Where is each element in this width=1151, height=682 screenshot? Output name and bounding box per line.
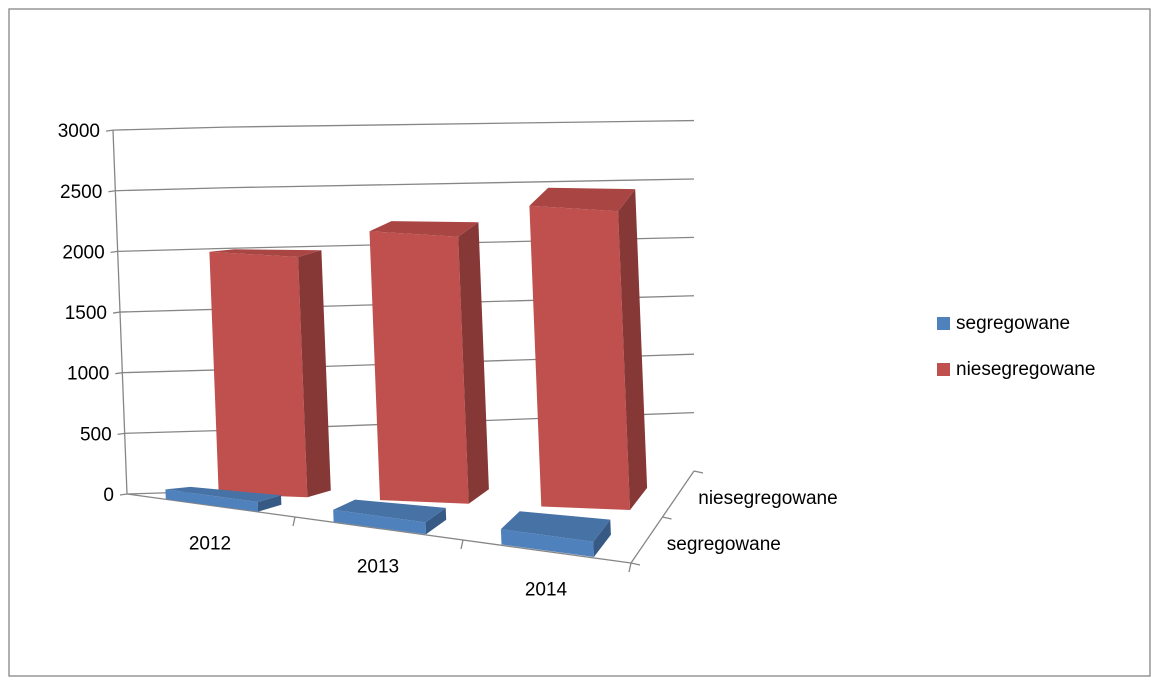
bar-front-face [333,509,426,535]
bar-side-face [298,250,331,498]
y-tick-label: 1500 [65,303,107,324]
bar-niesegregowane-2014 [529,187,648,510]
legend-item: niesegregowane [937,359,1095,380]
y-tick-mark [105,129,114,132]
bar-top-face [529,187,636,212]
y-tick-label: 2500 [60,182,102,203]
y-tick-label: 500 [80,424,112,445]
back-gridline [225,119,695,128]
y-tick-mark [117,432,125,435]
x-category-label: 2013 [357,557,399,578]
bar-segregowane-2014 [500,511,611,557]
x-axis-line [126,493,632,564]
bar-niesegregowane-2012 [209,249,331,498]
y-tick-mark [112,311,121,314]
bar-segregowane-2013 [333,499,447,535]
x-tick-mark [460,539,464,550]
axes [105,129,704,573]
bar-side-face [458,222,489,504]
bar-front-face [165,489,259,512]
back-gridline [225,178,695,189]
bar-top-face [500,511,611,542]
legend: segregowane niesegregowane [937,313,1095,380]
legend-swatch [937,317,950,330]
side-gridline [117,247,227,253]
depth-label: niesegregowane [698,488,837,509]
bar-top-face [165,486,281,502]
bars [165,187,648,557]
bar-front-face [369,231,469,504]
y-tick-label: 0 [103,485,114,506]
bar-top-face [369,221,479,237]
y-tick-label: 2000 [62,242,104,263]
bar-front-face [209,251,308,498]
x-category-label: 2012 [189,534,231,555]
depth-tick-mark [662,516,672,520]
y-tick-label: 3000 [58,121,100,142]
side-gridline [115,187,227,192]
bar-top-face [209,249,322,257]
bar-front-face [500,529,594,557]
side-gridline [112,126,227,131]
bar-side-face [593,519,611,557]
x-tick-mark [628,562,632,573]
x-tick-mark [292,516,296,527]
y-tick-mark [115,372,123,375]
y-tick-mark [108,190,116,193]
legend-swatch [937,363,950,376]
x-category-label: 2014 [525,580,568,601]
bar-side-face [618,189,648,510]
bar-top-face [333,499,446,523]
depth-tick-mark [693,470,704,474]
bar-front-face [529,205,630,510]
depth-label: segregowane [667,534,781,555]
bar-side-face [257,495,282,512]
axis-labels: 0 500 1000 1500 2000 2500 3000 2012 2013 2014 nies… [58,121,838,600]
side-gridline [119,308,227,313]
bar-side-face [425,507,447,535]
bar-niesegregowane-2013 [369,221,489,504]
y-tick-mark [119,493,128,496]
y-tick-label: 1000 [67,364,109,385]
legend-label: segregowane [956,313,1070,334]
legend-label: niesegregowane [956,359,1095,380]
side-gridline [122,369,227,374]
bar-segregowane-2012 [165,486,282,512]
legend-item: segregowane [937,313,1070,334]
y-tick-mark [110,250,118,254]
side-gridline [124,429,227,434]
depth-tick-mark [630,562,641,566]
